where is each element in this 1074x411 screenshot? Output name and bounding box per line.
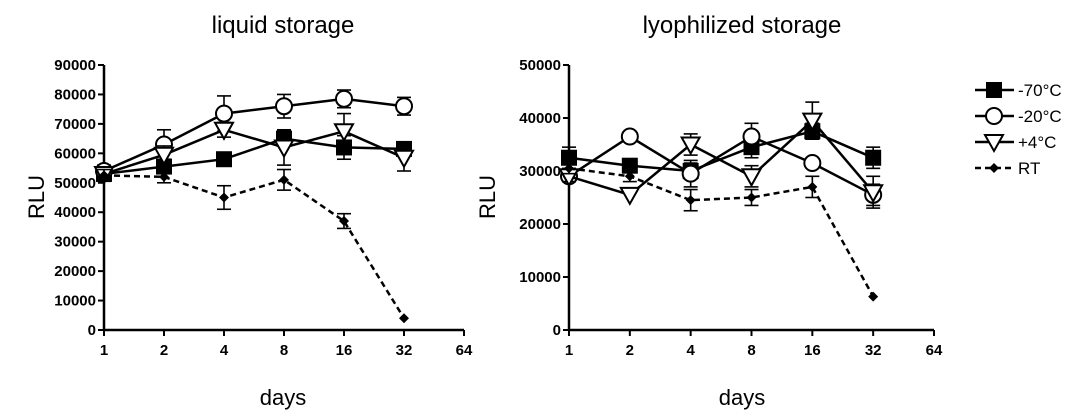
x-axis-label: days [260, 385, 306, 410]
y-tick-label: 20000 [519, 216, 561, 233]
y-tick-label: 80000 [54, 86, 96, 103]
data-point [153, 146, 175, 166]
data-point [862, 184, 884, 204]
plot-area: 0 10000 20000 30000 40000 50000 60000 70000 8000… [54, 57, 473, 359]
series-20c [95, 89, 413, 180]
series-line [568, 167, 875, 298]
y-tick-label: 60000 [54, 145, 96, 162]
data-point [803, 154, 822, 173]
data-point [275, 97, 293, 116]
chart-title: liquid storage [212, 12, 355, 39]
data-point [868, 291, 879, 302]
x-tick-label: 32 [396, 342, 413, 359]
chart-panel-lyophilized: lyophilized storage days RLU 0 10000 20000… [475, 12, 943, 410]
x-tick-label: 8 [747, 342, 755, 359]
series-line [103, 174, 406, 319]
legend-marker [985, 107, 1003, 125]
data-point [740, 168, 763, 188]
legend-marker [989, 163, 999, 173]
x-tick-label: 2 [160, 342, 168, 359]
chart-panel-liquid: liquid storage days RLU 0 10000 20000 30000… [24, 12, 473, 410]
data-point [746, 192, 757, 203]
series-rt [562, 162, 879, 302]
data-point [619, 186, 641, 206]
legend-label: -70°C [1018, 81, 1062, 100]
data-point [273, 139, 295, 159]
y-tick-label: 0 [553, 322, 561, 339]
series-line [568, 135, 874, 196]
data-point [742, 127, 761, 146]
data-point [624, 171, 635, 182]
series-20c [560, 122, 883, 207]
x-tick-label: 8 [280, 342, 288, 359]
data-point [279, 174, 289, 185]
x-tick-label: 16 [804, 342, 821, 359]
data-point [865, 149, 882, 166]
data-point [333, 123, 355, 143]
series-rt [97, 168, 409, 324]
data-point [219, 192, 229, 203]
y-axis-label: RLU [24, 175, 49, 219]
data-point [807, 181, 818, 192]
x-tick-label: 64 [926, 342, 943, 359]
chart-title: lyophilized storage [643, 12, 842, 39]
x-tick-label: 64 [456, 342, 473, 359]
data-point [216, 151, 232, 168]
y-tick-label: 40000 [519, 110, 561, 127]
y-tick-label: 40000 [54, 204, 96, 221]
data-point [561, 149, 577, 166]
legend-marker [983, 134, 1005, 154]
x-tick-label: 1 [100, 342, 108, 359]
x-axis-label: days [719, 385, 765, 410]
data-point [335, 89, 353, 108]
x-tick-label: 32 [865, 342, 882, 359]
data-point [685, 195, 696, 206]
data-point [399, 313, 409, 324]
legend-item: -70°C [975, 81, 1062, 100]
data-point [339, 216, 349, 227]
x-tick-label: 2 [626, 342, 634, 359]
data-point [215, 104, 233, 123]
y-axis-label: RLU [475, 175, 500, 219]
y-tick-label: 10000 [519, 269, 561, 286]
y-tick-label: 90000 [54, 57, 96, 74]
y-tick-label: 30000 [519, 163, 561, 180]
data-point [393, 149, 415, 169]
data-point [681, 164, 700, 183]
data-point [620, 127, 639, 146]
x-tick-label: 4 [686, 342, 695, 359]
legend-item: +4°C [975, 133, 1056, 154]
legend-marker [986, 82, 1002, 98]
legend-item: RT [975, 159, 1040, 178]
legend-item: -20°C [975, 107, 1062, 126]
y-tick-label: 10000 [54, 293, 96, 310]
y-tick-label: 50000 [54, 175, 96, 192]
x-tick-label: 1 [565, 342, 573, 359]
data-point [99, 170, 109, 181]
data-point [621, 157, 638, 174]
series-line [103, 128, 405, 176]
x-tick-label: 4 [220, 342, 229, 359]
series-line [103, 137, 405, 176]
legend-label: -20°C [1018, 107, 1062, 126]
y-tick-label: 50000 [519, 57, 561, 74]
data-point [679, 136, 702, 156]
plot-area: 0 10000 20000 30000 40000 50000 1 2 4 8 16 32 64 [519, 57, 943, 359]
legend: -70°C -20°C +4°C RT [975, 81, 1062, 178]
y-tick-label: 30000 [54, 234, 96, 251]
series-line [568, 118, 875, 197]
series-line [103, 97, 405, 173]
data-point [395, 97, 413, 116]
data-point [564, 163, 574, 174]
data-point [801, 112, 824, 132]
data-point [159, 171, 169, 182]
y-tick-label: 20000 [54, 263, 96, 280]
y-tick-label: 0 [88, 322, 96, 339]
data-point [213, 121, 235, 141]
legend-label: RT [1018, 159, 1040, 178]
x-tick-label: 16 [336, 342, 353, 359]
y-tick-label: 70000 [54, 116, 96, 133]
legend-label: +4°C [1018, 133, 1056, 152]
